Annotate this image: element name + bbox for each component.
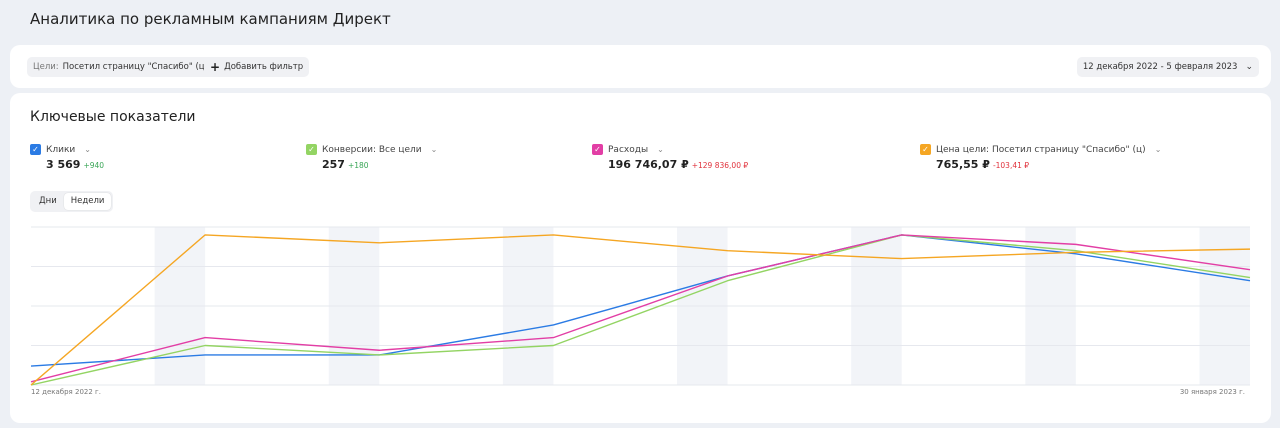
add-filter-button[interactable]: + Добавить фильтр <box>204 57 310 77</box>
metric-value: 196 746,07 ₽ <box>608 158 689 171</box>
series-line-3 <box>30 234 1251 386</box>
metric-label: Клики <box>46 144 76 155</box>
metric-delta: +129 836,00 ₽ <box>691 161 749 170</box>
grid-lines <box>31 226 1250 386</box>
chevron-down-icon[interactable]: ⌄ <box>84 145 91 154</box>
key-metrics-panel: Ключевые показатели ✓ Клики ⌄ 3 569 +940 … <box>10 93 1271 423</box>
metric-conversions[interactable]: ✓ Конверсии: Все цели ⌄ 257 +180 <box>306 144 437 171</box>
period-toggle: Дни Недели <box>30 191 114 212</box>
chevron-down-icon[interactable]: ⌄ <box>657 145 664 154</box>
series-line-2 <box>30 234 1251 383</box>
metric-value: 257 <box>322 158 345 171</box>
plus-icon: + <box>210 60 221 74</box>
panel-title: Ключевые показатели <box>30 109 196 125</box>
checkbox-icon[interactable]: ✓ <box>30 144 41 155</box>
goal-filter-value: Посетил страницу "Спасибо" (ц) <box>62 62 208 72</box>
checkbox-icon[interactable]: ✓ <box>592 144 603 155</box>
metric-label: Цена цели: Посетил страницу "Спасибо" (ц… <box>936 144 1146 155</box>
chevron-down-icon[interactable]: ⌄ <box>1154 145 1162 154</box>
metric-delta: +180 <box>347 161 369 170</box>
page-title: Аналитика по рекламным кампаниям Директ <box>30 10 391 28</box>
metric-spend[interactable]: ✓ Расходы ⌄ 196 746,07 ₽ +129 836,00 ₽ <box>592 144 748 171</box>
metric-label: Конверсии: Все цели <box>322 144 422 155</box>
line-chart: 12 декабря 2022 г. 30 января 2023 г. <box>30 226 1251 396</box>
metric-value: 3 569 <box>46 158 81 171</box>
x-axis-end-label: 30 января 2023 г. <box>1180 388 1245 396</box>
metric-delta: -103,41 ₽ <box>992 161 1030 170</box>
add-filter-label: Добавить фильтр <box>224 62 304 72</box>
metric-goal-cost[interactable]: ✓ Цена цели: Посетил страницу "Спасибо" … <box>920 144 1161 171</box>
date-range-label: 12 декабря 2022 - 5 февраля 2023 <box>1082 62 1238 72</box>
chevron-down-icon[interactable]: ⌄ <box>430 145 438 154</box>
metric-label: Расходы <box>608 144 649 155</box>
metric-delta: +940 <box>83 161 105 170</box>
filter-bar: Цели: Посетил страницу "Спасибо" (ц) ✕ +… <box>10 45 1271 88</box>
goal-filter-chip[interactable]: Цели: Посетил страницу "Спасибо" (ц) ✕ <box>27 57 232 77</box>
series-lines <box>30 234 1251 386</box>
series-line-0 <box>30 234 1251 367</box>
checkbox-icon[interactable]: ✓ <box>920 144 931 155</box>
period-option-days[interactable]: Дни <box>39 196 57 206</box>
goal-filter-prefix: Цели: <box>33 62 59 72</box>
checkbox-icon[interactable]: ✓ <box>306 144 317 155</box>
series-line-1 <box>30 234 1251 386</box>
metric-value: 765,55 ₽ <box>936 158 990 171</box>
date-range-picker[interactable]: 12 декабря 2022 - 5 февраля 2023 ⌄ <box>1076 57 1259 77</box>
x-axis-start-label: 12 декабря 2022 г. <box>31 388 101 396</box>
period-option-weeks[interactable]: Недели <box>63 193 112 210</box>
metric-clicks[interactable]: ✓ Клики ⌄ 3 569 +940 <box>30 144 104 171</box>
chevron-down-icon: ⌄ <box>1245 62 1253 72</box>
